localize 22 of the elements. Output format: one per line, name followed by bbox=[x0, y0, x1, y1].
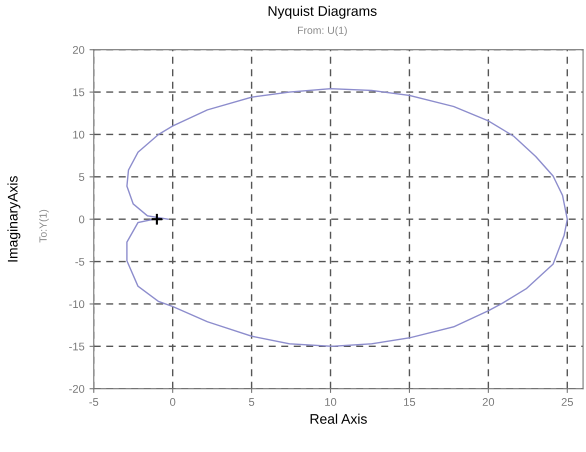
x-tick-label: 25 bbox=[562, 398, 573, 406]
chart-title: Nyquist Diagrams bbox=[268, 6, 377, 19]
y-tick-label: -5 bbox=[75, 258, 84, 266]
x-tick-label: -5 bbox=[89, 398, 98, 406]
y-tick-label: 10 bbox=[73, 130, 84, 139]
line-series bbox=[126, 88, 568, 348]
y-axis-title: ImaginaryAxis bbox=[7, 176, 20, 262]
y-tick-label: 20 bbox=[72, 46, 84, 54]
x-tick-label: 20 bbox=[482, 398, 494, 406]
text: To:Y(1) bbox=[39, 210, 49, 243]
x-tick-label: 10 bbox=[325, 398, 336, 406]
y-tick-label: -15 bbox=[69, 342, 84, 350]
y-tick-label: -20 bbox=[69, 384, 84, 393]
x-tick-label: 15 bbox=[404, 398, 416, 406]
chart-subtitle: From: U(1) bbox=[298, 26, 347, 36]
y-tick-label: 0 bbox=[78, 215, 84, 224]
x-tick-label: 0 bbox=[170, 398, 176, 406]
y-tick-label: 15 bbox=[73, 88, 84, 96]
y-tick-label: 5 bbox=[79, 173, 84, 181]
x-axis-title: Real Axis bbox=[310, 414, 367, 424]
y-tick-label: -10 bbox=[69, 300, 84, 308]
x-tick-label: 5 bbox=[248, 398, 254, 406]
